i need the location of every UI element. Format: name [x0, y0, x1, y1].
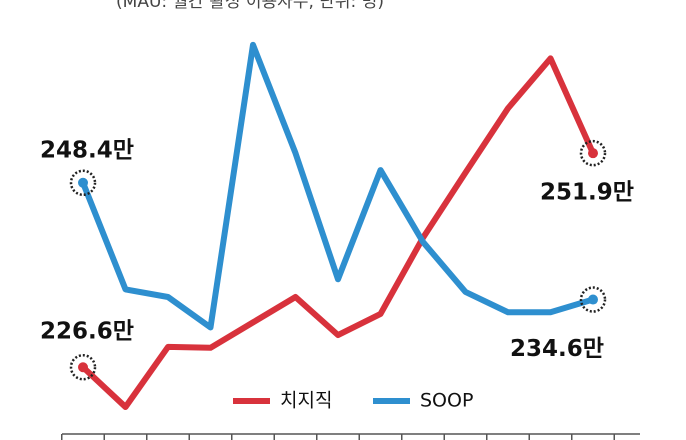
data-label: 226.6만: [40, 319, 134, 345]
legend-label: SOOP: [420, 390, 473, 412]
point-halo: [579, 286, 607, 313]
legend-label: 치지직: [280, 390, 332, 412]
chart-subtitle: (MAU: 월간 활성 이용자수, 단위: 명): [116, 0, 384, 12]
series-line: [80, 55, 596, 410]
point: [78, 362, 88, 373]
point-halo: [69, 169, 97, 197]
point-halo: [579, 139, 607, 167]
point: [78, 177, 88, 188]
point: [588, 294, 598, 305]
series-line: [80, 41, 594, 331]
point-halo: [69, 353, 97, 381]
data-label: 248.4만: [40, 137, 134, 163]
data-label: 234.6만: [510, 336, 604, 362]
data-label: 251.9만: [540, 180, 634, 206]
point: [588, 148, 598, 159]
